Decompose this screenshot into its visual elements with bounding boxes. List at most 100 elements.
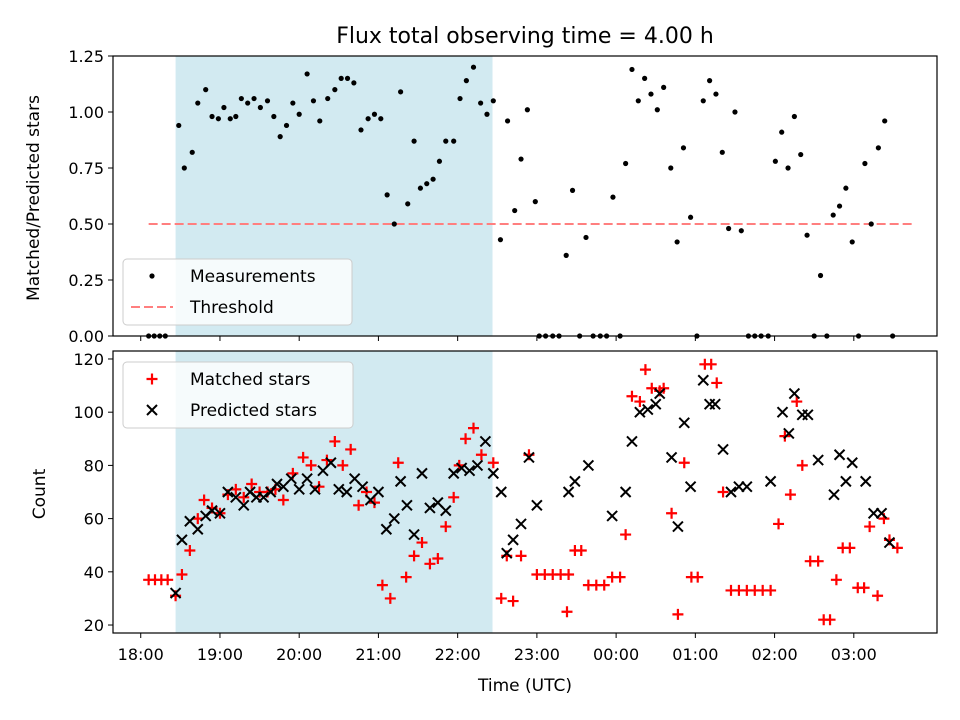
predicted-star-point: [471, 459, 484, 472]
x-tick-label: 23:00: [514, 645, 560, 664]
measurement-point: [264, 98, 271, 104]
measurement-point: [283, 122, 290, 129]
predicted-star-point: [840, 475, 852, 488]
matched-star-point: [184, 545, 196, 557]
predicted-star-point: [717, 443, 729, 456]
predicted-star-point: [394, 475, 407, 488]
matched-star-point: [238, 491, 250, 503]
measurement-point: [484, 111, 490, 117]
predicted-star-point: [424, 502, 436, 514]
measurement-point: [227, 116, 233, 122]
measurement-point: [417, 185, 424, 191]
measurement-point: [836, 203, 843, 209]
matched-star-point: [711, 377, 723, 389]
matched-star-point: [176, 568, 188, 580]
measurement-point: [726, 225, 732, 232]
x-tick-label: 01:00: [672, 645, 718, 664]
predicted-star-point: [495, 486, 507, 498]
measurement-point: [569, 187, 576, 193]
measurement-point: [351, 80, 357, 86]
matched-star-point: [639, 364, 651, 376]
measurement-point: [189, 149, 195, 155]
y-tick-label: 0.25: [68, 271, 104, 290]
measurement-point: [490, 98, 496, 104]
measurement-point: [358, 127, 364, 133]
measurement-point: [518, 156, 524, 162]
predicted-star-point: [455, 462, 468, 474]
measurement-point: [687, 214, 694, 220]
y-tick-label: 40: [84, 563, 104, 582]
measurement-point: [707, 78, 713, 84]
predicted-star-point: [828, 488, 840, 501]
measurement-point: [233, 113, 239, 120]
measurement-point: [277, 134, 283, 140]
measurement-point: [817, 272, 824, 279]
matched-star-point: [598, 579, 610, 591]
predicted-star-point: [883, 536, 896, 549]
predicted-star-point: [515, 518, 527, 530]
measurement-point: [785, 165, 791, 171]
matched-star-point: [495, 592, 507, 604]
matched-star-point: [337, 459, 349, 471]
matched-star-point: [400, 571, 412, 583]
predicted-star-point: [562, 486, 575, 498]
predicted-star-point: [401, 499, 413, 512]
panel-count: 20 40 60 80 100 120 18:00 19:00 20:00 21:00 22:00 2…: [73, 350, 938, 664]
y-tick-label: 20: [84, 616, 104, 635]
matched-star-point: [872, 590, 884, 602]
measurement-point: [310, 98, 317, 104]
y-tick-label: 1.00: [68, 103, 104, 122]
predicted-star-point: [333, 483, 345, 496]
measurement-point: [371, 111, 378, 117]
measurement-point: [635, 98, 641, 104]
matched-star-point: [230, 483, 242, 495]
measurement-point: [470, 64, 477, 70]
matched-star-point: [424, 558, 436, 570]
measurement-point: [668, 165, 674, 171]
measurement-point: [411, 138, 417, 144]
measurement-point: [430, 176, 436, 182]
measurement-point: [700, 98, 706, 104]
legend-label: Matched stars: [190, 370, 310, 390]
measurement-point: [772, 158, 778, 164]
matched-star-point: [345, 443, 357, 455]
predicted-star-point: [341, 486, 353, 498]
measurement-point: [365, 116, 371, 122]
predicted-star-point: [257, 491, 270, 504]
x-axis-label: Time (UTC): [477, 676, 572, 696]
matched-star-point: [192, 513, 204, 525]
predicted-star-point: [776, 406, 789, 418]
x-tick-label: 19:00: [197, 645, 243, 664]
legend-label: Threshold: [189, 298, 274, 318]
matched-star-point: [392, 457, 404, 469]
predicted-star-point: [192, 523, 204, 535]
predicted-star-point: [416, 467, 428, 480]
measurement-point: [779, 129, 785, 135]
measurement-point: [868, 221, 874, 227]
matched-star-point: [812, 555, 824, 567]
legend-box: [122, 361, 354, 429]
legend-marker: [146, 373, 158, 385]
measurement-point: [424, 181, 430, 187]
y-axis-label-bottom: Count: [30, 468, 50, 519]
predicted-star-point: [501, 547, 513, 559]
matched-star-point: [678, 457, 690, 469]
predicted-star-point: [665, 451, 678, 464]
predicted-star-point: [309, 483, 321, 496]
matched-star-point: [376, 579, 388, 591]
matched-star-point: [614, 571, 626, 583]
predicted-star-point: [833, 449, 846, 461]
matched-star-point: [844, 542, 856, 554]
predicted-star-point: [653, 387, 666, 400]
legend-marker: [149, 273, 155, 279]
matched-star-point: [634, 396, 646, 408]
predicted-star-point: [293, 483, 305, 496]
predicted-star-point: [875, 507, 888, 519]
measurement-point: [680, 145, 687, 151]
y-tick-label: 1.25: [68, 47, 104, 66]
predicted-star-point: [634, 406, 646, 418]
predicted-star-point: [408, 528, 420, 541]
measurement-point: [332, 87, 338, 93]
measurement-point: [719, 149, 725, 155]
matched-star-point: [468, 422, 479, 434]
